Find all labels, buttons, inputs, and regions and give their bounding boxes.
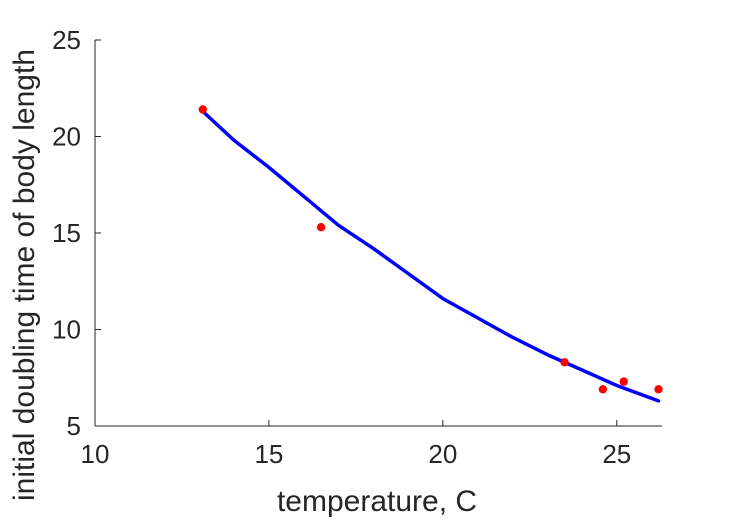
data-point <box>598 385 608 394</box>
y-axis: 5 10 15 20 25 <box>52 25 101 441</box>
x-tick-label: 10 <box>81 439 110 469</box>
y-tick-label: 5 <box>67 411 81 441</box>
x-axis-label: temperature, C <box>277 485 477 518</box>
y-tick-label: 20 <box>52 122 81 152</box>
data-point <box>316 223 326 232</box>
x-axis: 10 15 20 25 <box>81 420 662 469</box>
y-tick-label: 15 <box>52 218 81 248</box>
data-point <box>560 358 569 367</box>
data-point <box>654 385 663 394</box>
y-axis-label: initial doubling time of body length <box>8 49 41 501</box>
x-tick-label: 15 <box>254 439 283 469</box>
y-tick-label: 10 <box>52 315 81 345</box>
y-tick-label: 25 <box>52 25 81 55</box>
x-tick-label: 20 <box>428 439 457 469</box>
data-point <box>198 105 208 114</box>
fit-curve <box>201 109 661 403</box>
x-tick-label: 25 <box>602 439 631 469</box>
plot-area <box>198 105 663 403</box>
data-point <box>619 377 628 386</box>
